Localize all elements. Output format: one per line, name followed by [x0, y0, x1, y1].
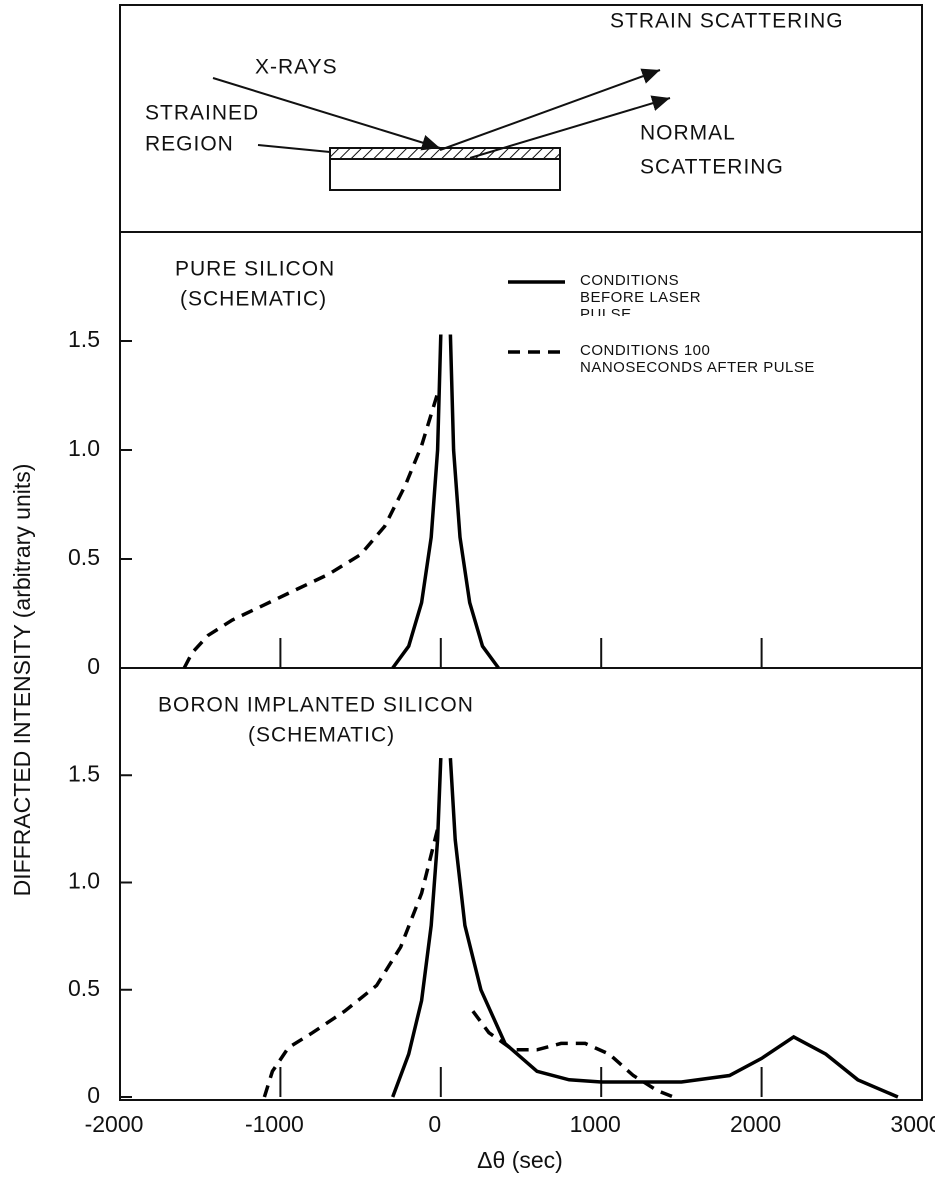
series-line — [391, 757, 899, 1099]
strain-beam — [439, 68, 661, 151]
x-tick-label: -2000 — [85, 1111, 144, 1137]
legend-label: CONDITIONS BEFORE LASER PULSE — [580, 272, 702, 316]
label: SCATTERING — [640, 156, 784, 179]
strained-layer — [329, 147, 561, 160]
x-axis-title: Δθ (sec) — [477, 1147, 563, 1173]
y-tick-label: 1.0 — [68, 868, 100, 894]
legend-label: CONDITIONS 100 NANOSECONDS AFTER PULSE — [580, 342, 815, 376]
y-tick-label: 1.5 — [68, 760, 100, 786]
y-tick-label: 0 — [87, 653, 100, 679]
panel-title: (SCHEMATIC) — [180, 288, 327, 311]
x-tick-label: 3000 — [890, 1111, 935, 1137]
x-tick-label: 2000 — [730, 1111, 781, 1137]
y-tick-label: 0.5 — [68, 544, 100, 570]
legend-entry: CONDITIONS 100 NANOSECONDS AFTER PULSE — [580, 342, 815, 376]
y-tick-label: 1.0 — [68, 435, 100, 461]
xray-beam — [212, 77, 441, 151]
normal-beam — [469, 95, 671, 159]
label: STRAIN SCATTERING — [610, 10, 844, 33]
y-axis-title: DIFFRACTED INTENSITY (arbitrary units) — [9, 464, 35, 897]
x-tick-label: 1000 — [570, 1111, 621, 1137]
legend-entry: CONDITIONS BEFORE LASER PULSE — [580, 272, 702, 316]
panel-title: (SCHEMATIC) — [248, 724, 395, 747]
series-line — [262, 828, 675, 1099]
panel-title: PURE SILICON — [175, 258, 335, 281]
leader — [257, 144, 331, 153]
y-tick-label: 0 — [87, 1082, 100, 1108]
x-tick-label: -1000 — [245, 1111, 304, 1137]
y-tick-label: 1.5 — [68, 326, 100, 352]
series-line — [391, 334, 500, 670]
label: X-RAYS — [255, 56, 338, 79]
series-line — [182, 392, 440, 669]
label: REGION — [145, 133, 234, 156]
panel-title: BORON IMPLANTED SILICON — [158, 694, 474, 717]
label: STRAINED — [145, 102, 259, 125]
y-tick-label: 0.5 — [68, 975, 100, 1001]
x-tick-label: 0 — [428, 1111, 441, 1137]
frame — [119, 4, 923, 1101]
label: NORMAL — [640, 122, 736, 145]
diagram: X-RAYS STRAIN SCATTERING STRAINED REGION… — [145, 10, 844, 191]
